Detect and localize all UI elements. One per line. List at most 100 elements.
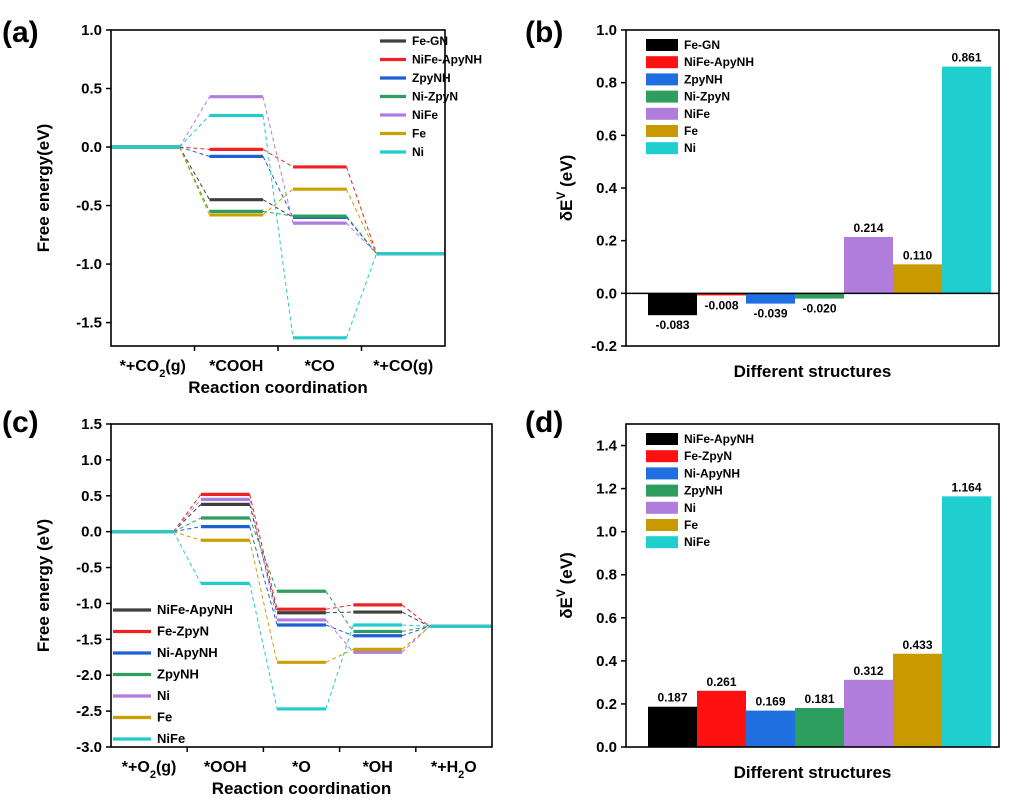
connector-line bbox=[173, 494, 202, 532]
x-tick-label: *CO bbox=[305, 358, 335, 375]
plot-frame bbox=[625, 423, 1000, 748]
x-axis-label: Reaction coordination bbox=[188, 378, 367, 397]
connector-line bbox=[346, 215, 377, 254]
connector-line bbox=[325, 624, 354, 637]
panel-label: (b) bbox=[525, 16, 563, 49]
legend-label: NiFe bbox=[157, 731, 185, 746]
connector-line bbox=[401, 604, 430, 627]
bar-ni-apynh bbox=[746, 710, 795, 747]
connector-line bbox=[179, 146, 210, 157]
y-tick-label: -1.5 bbox=[76, 631, 102, 648]
bar-ni bbox=[942, 66, 991, 294]
series-fe-gn bbox=[111, 145, 445, 256]
y-tick-label: 0.0 bbox=[81, 139, 102, 156]
x-tick-label: *OOH bbox=[204, 759, 247, 776]
legend-swatch bbox=[646, 484, 678, 497]
y-tick-label: 1.0 bbox=[596, 22, 617, 39]
connector-line bbox=[346, 222, 377, 254]
y-tick-label: -0.5 bbox=[76, 198, 102, 215]
bars: 0.187 0.261 0.169 0.181 0.312 0.433 1.164 bbox=[648, 480, 991, 747]
legend-label: ZpyNH bbox=[157, 667, 199, 682]
data-label: 0.261 bbox=[706, 675, 736, 689]
y-tick-label: 0.4 bbox=[596, 653, 618, 670]
y-tick-label: 0.2 bbox=[596, 233, 617, 250]
x-tick-label: *+H2O bbox=[431, 759, 477, 781]
legend: Fe-GN NiFe-ApyNH ZpyNH Ni-ZpyN NiFe Fe Ni bbox=[646, 38, 754, 155]
series-zpynh bbox=[111, 145, 445, 256]
connector-line bbox=[249, 504, 278, 613]
y-tick-label: 1.4 bbox=[596, 438, 618, 455]
connector-line bbox=[262, 115, 294, 338]
y-tick-label: 0.0 bbox=[596, 739, 617, 756]
connector-line bbox=[179, 146, 210, 150]
panel-label: (c) bbox=[2, 406, 39, 439]
y-axis-label: Free energy(eV) bbox=[34, 124, 53, 253]
legend-label: Ni-ApyNH bbox=[684, 466, 740, 480]
data-label: -0.039 bbox=[753, 307, 787, 321]
legend-swatch bbox=[646, 519, 678, 531]
panel-c: (c) 1.5 1.0 0.5 0.0 -0.5 -1.0 -1.5 -2.0 -2.5 -3.0 F… bbox=[2, 406, 493, 798]
x-tick-label: *+CO(g) bbox=[373, 358, 433, 375]
data-label: 0.169 bbox=[755, 695, 785, 709]
plot-frame bbox=[110, 423, 493, 748]
series-ni-zpyn bbox=[111, 145, 445, 256]
connector-line bbox=[179, 146, 210, 200]
legend-label: NiFe-ApyNH bbox=[684, 55, 754, 69]
y-tick-label: -1.5 bbox=[76, 315, 102, 332]
legend-label: ZpyNH bbox=[684, 72, 723, 86]
connector-line bbox=[173, 526, 202, 533]
y-tick-label: 0.6 bbox=[596, 127, 617, 144]
legend-label: Fe bbox=[157, 710, 172, 725]
legend-label: Ni bbox=[412, 145, 424, 159]
legend-label: NiFe bbox=[684, 107, 710, 121]
connector-line bbox=[249, 526, 278, 626]
data-label: 1.164 bbox=[951, 480, 981, 494]
connector-line bbox=[179, 146, 210, 216]
data-label: 0.214 bbox=[853, 221, 883, 235]
panel-a: (a) 1.0 0.5 0.0 -0.5 -1.0 -1.5 Free energy(eV) R… bbox=[2, 16, 482, 397]
y-tick-label: -1.0 bbox=[76, 256, 102, 273]
y-tick-label: 1.5 bbox=[81, 416, 102, 433]
bar-ni-zpyn bbox=[795, 293, 844, 299]
legend-label: ZpyNH bbox=[412, 71, 451, 85]
bar-fe bbox=[893, 264, 942, 294]
panel-b: (b) 1.0 0.8 0.6 0.4 0.2 0.0 -0.2 δEV (eV) Differe… bbox=[525, 16, 1000, 381]
legend-label: Ni-ZpyN bbox=[412, 90, 458, 104]
bar-fe-zpyn bbox=[697, 690, 746, 747]
bar-nife-apynh bbox=[648, 706, 697, 747]
legend-label: Fe bbox=[412, 127, 426, 141]
bar-ni bbox=[844, 679, 893, 747]
legend-label: Fe-ZpyN bbox=[684, 449, 732, 463]
legend-label: Fe bbox=[684, 124, 698, 138]
bars: -0.083 -0.008 -0.039 -0.020 0.214 0.110 0.861 bbox=[648, 51, 991, 332]
y-tick-label: 0.4 bbox=[596, 180, 618, 197]
legend-swatch bbox=[646, 467, 678, 480]
y-tick-label: 0.5 bbox=[81, 488, 102, 505]
connector-line bbox=[401, 626, 430, 650]
y-tick-label: -0.2 bbox=[591, 338, 617, 355]
legend-swatch bbox=[646, 433, 678, 445]
connector-line bbox=[173, 531, 202, 541]
bar-zpynh bbox=[746, 293, 795, 304]
y-axis-label: Free energy (eV) bbox=[34, 519, 53, 652]
connector-line bbox=[346, 188, 377, 254]
connector-line bbox=[401, 625, 430, 637]
connector-line bbox=[325, 590, 354, 632]
connector-line bbox=[249, 517, 278, 592]
y-tick-label: 1.0 bbox=[596, 524, 617, 541]
y-tick-label: 0.8 bbox=[596, 75, 617, 92]
x-tick-label: *COOH bbox=[209, 358, 263, 375]
y-tick-label: 0.0 bbox=[81, 524, 102, 541]
legend: Fe-GN NiFe-ApyNH ZpyNH Ni-ZpyN NiFe Fe Ni bbox=[380, 34, 482, 159]
series-nife-apynh bbox=[111, 145, 445, 256]
connector-line bbox=[179, 96, 210, 148]
connector-line bbox=[173, 499, 202, 532]
x-tick-label: *+CO2(g) bbox=[120, 358, 186, 380]
series-nife bbox=[111, 530, 492, 711]
connector-line bbox=[325, 619, 354, 653]
connector-line bbox=[249, 583, 278, 710]
y-tick-label: -2.0 bbox=[76, 667, 102, 684]
